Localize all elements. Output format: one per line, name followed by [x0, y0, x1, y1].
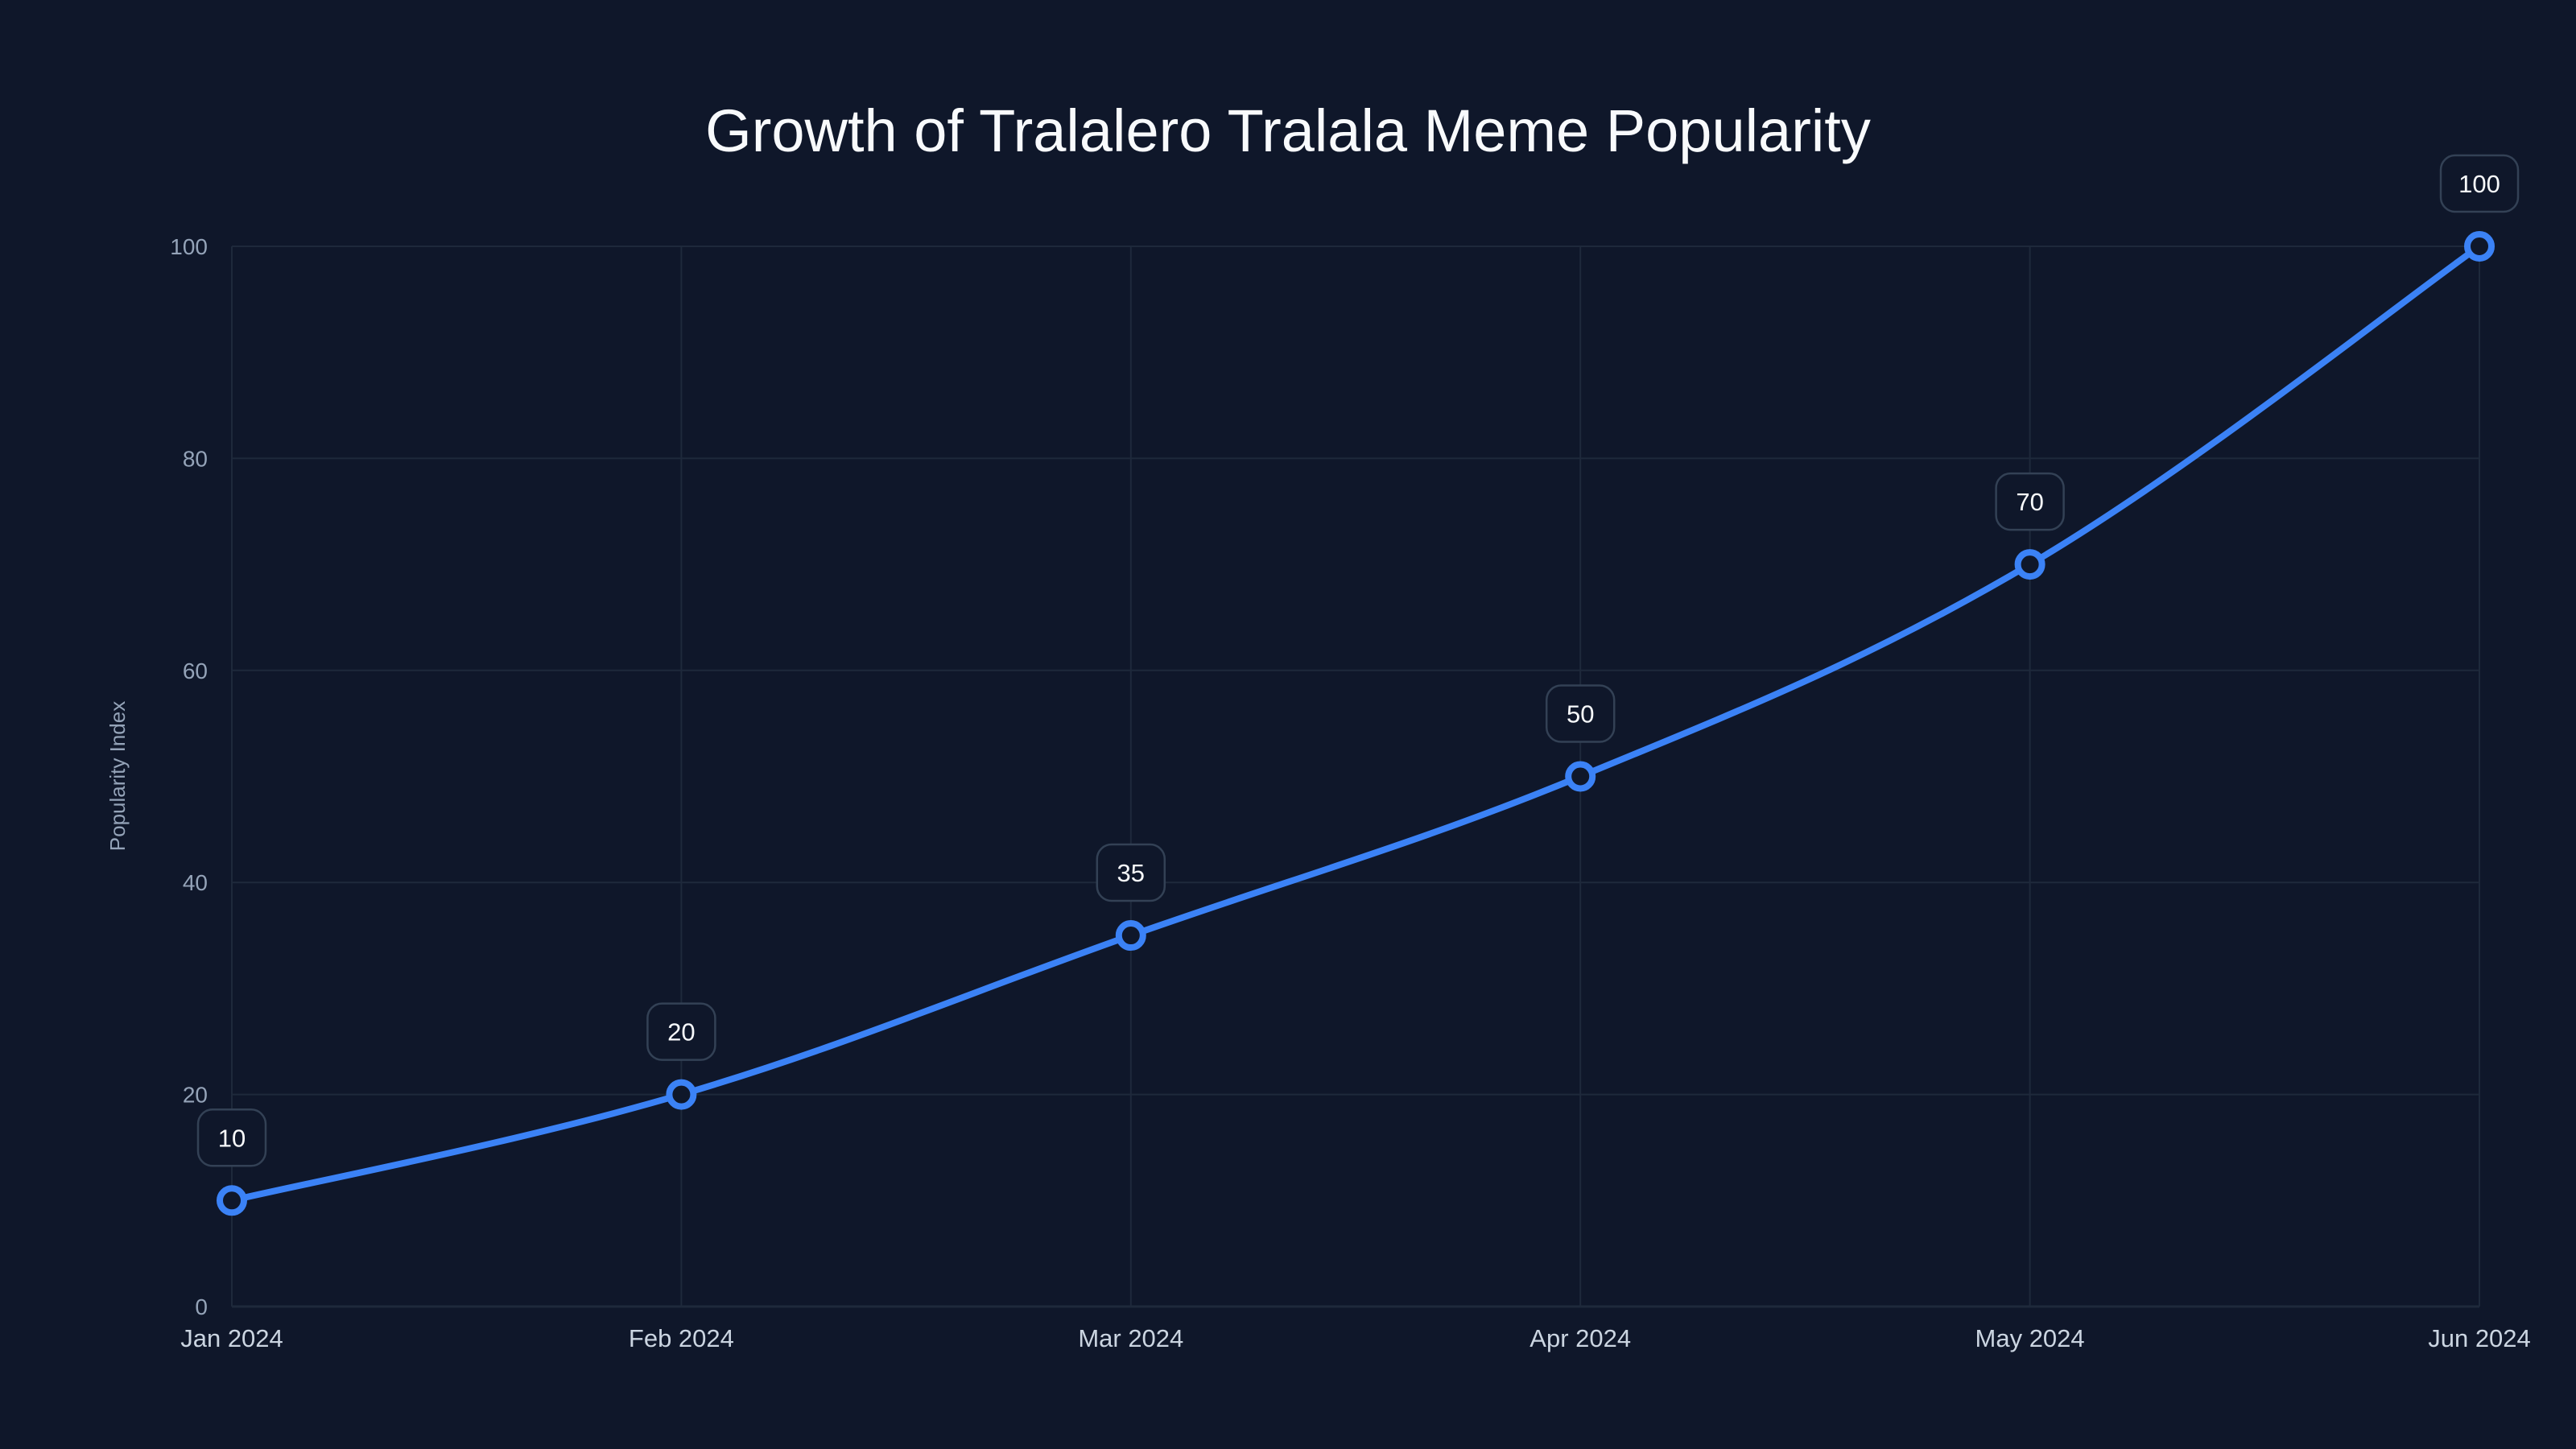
data-label-box	[1995, 472, 2065, 531]
data-label: 70	[1995, 472, 2065, 531]
data-points	[217, 231, 2495, 1216]
x-tick-label: May 2024	[1975, 1324, 2085, 1352]
y-tick-label: 20	[183, 1083, 208, 1108]
x-axis-ticks: Jan 2024 Feb 2024 Mar 2024 Apr 2024 May 2024…	[180, 1324, 2531, 1352]
gridlines	[231, 246, 2480, 1307]
data-label: 35	[1096, 843, 1166, 902]
data-point[interactable]	[2464, 231, 2495, 262]
data-label-text: 100	[2458, 170, 2500, 198]
data-label-box	[646, 1002, 716, 1061]
data-label-text: 20	[667, 1018, 695, 1046]
data-point[interactable]	[666, 1079, 697, 1110]
series-line	[229, 243, 2483, 1204]
data-point[interactable]	[217, 1185, 247, 1216]
y-axis-ticks: 0 20 40 60 80 100	[170, 234, 208, 1319]
y-tick-label: 100	[170, 234, 208, 259]
data-label: 100	[2439, 154, 2520, 213]
data-point[interactable]	[2014, 549, 2046, 580]
x-tick-label: Jan 2024	[180, 1324, 283, 1352]
x-tick-label: Feb 2024	[629, 1324, 734, 1352]
x-tick-label: Apr 2024	[1530, 1324, 1631, 1352]
data-labels: 10 20 35 50 70 100	[196, 154, 2520, 1167]
data-label-box	[1545, 684, 1616, 743]
data-label-box	[2439, 154, 2520, 213]
y-tick-label: 80	[183, 446, 208, 471]
data-label: 20	[646, 1002, 716, 1061]
x-tick-label: Mar 2024	[1078, 1324, 1183, 1352]
data-label-box	[1096, 843, 1166, 902]
data-label-box	[196, 1108, 267, 1167]
chart-title: Growth of Tralalero Tralala Meme Popular…	[705, 97, 1871, 164]
y-tick-label: 40	[183, 870, 208, 895]
x-tick-label: Jun 2024	[2428, 1324, 2531, 1352]
data-label: 50	[1545, 684, 1616, 743]
data-point[interactable]	[1565, 761, 1596, 792]
y-tick-label: 60	[183, 658, 208, 683]
data-label: 10	[196, 1108, 267, 1167]
y-axis-label: Popularity Index	[105, 701, 130, 851]
data-label-text: 10	[218, 1124, 246, 1152]
y-tick-label: 0	[195, 1294, 208, 1319]
data-label-text: 35	[1117, 859, 1145, 887]
data-label-text: 70	[2016, 488, 2043, 516]
data-label-text: 50	[1567, 700, 1594, 729]
data-point[interactable]	[1115, 920, 1146, 952]
